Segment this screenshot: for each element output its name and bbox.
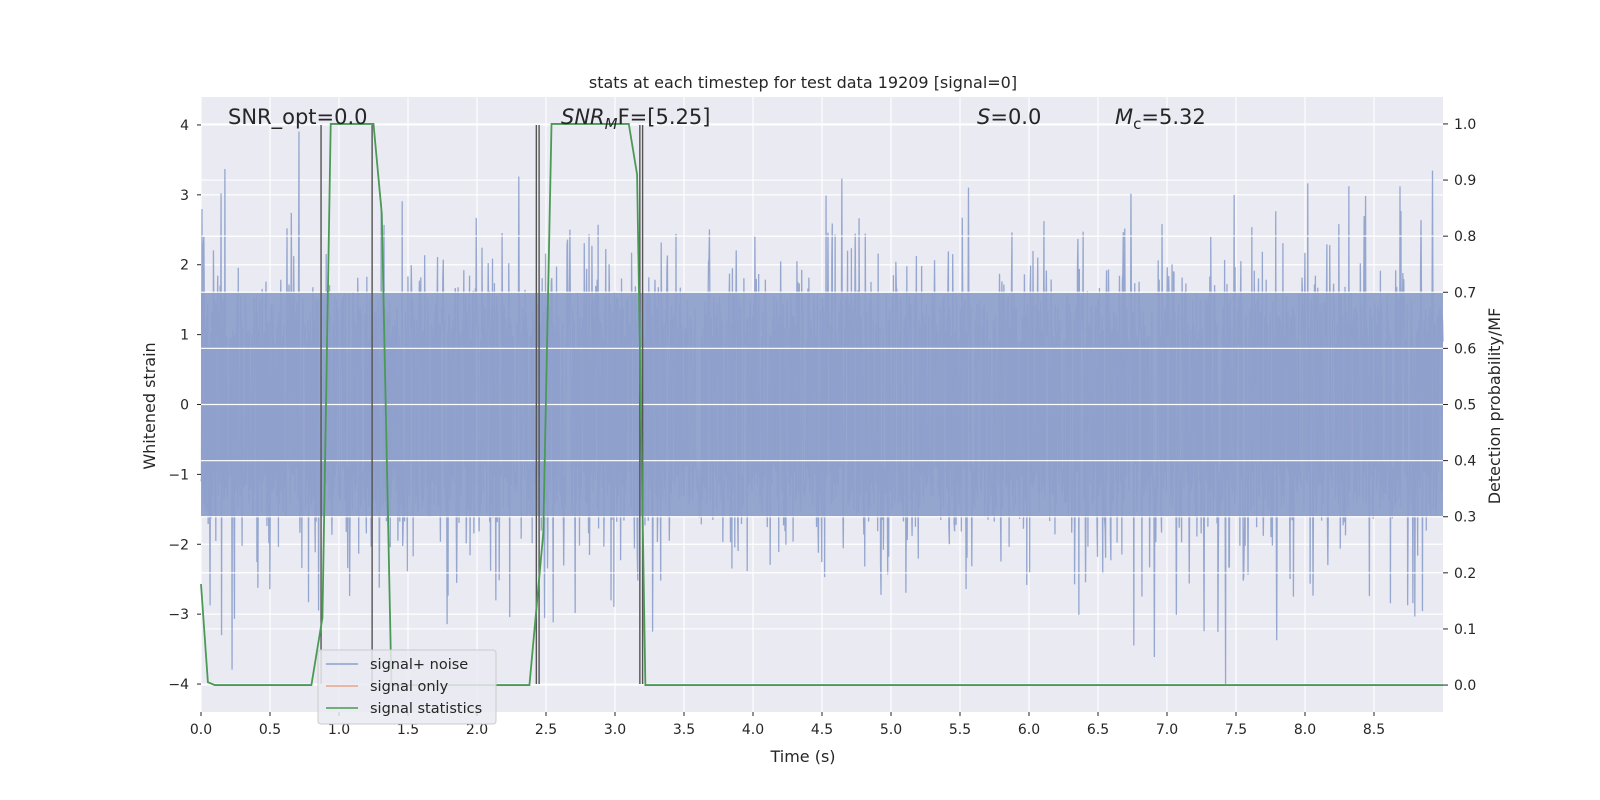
x-tick-label: 5.0 (880, 722, 902, 738)
x-tick-label: 3.0 (604, 722, 626, 738)
x-axis-label: Time (s) (769, 747, 835, 766)
x-tick-label: 6.0 (1018, 722, 1040, 738)
y2-tick-label: 0.9 (1454, 173, 1476, 189)
x-tick-label: 2.5 (535, 722, 557, 738)
y2-tick-label: 0.7 (1454, 285, 1476, 301)
y-tick-label: 0 (180, 398, 189, 414)
legend-box (317, 649, 497, 725)
x-tick-label: 7.0 (1156, 722, 1178, 738)
legend: signal+ noise signal only signal statist… (317, 649, 497, 725)
x-tick-label: 4.0 (742, 722, 764, 738)
annotation-s-rest: =0.0 (990, 105, 1041, 129)
y-axis-label: Whitened strain (140, 342, 159, 469)
annotation-snr-mf-sub: M (605, 115, 618, 133)
legend-label-signal-noise: signal+ noise (370, 657, 468, 673)
y-tick-label: 4 (180, 118, 189, 134)
vertical-markers (320, 124, 644, 685)
x-tick-label: 0.0 (190, 722, 212, 738)
annotation-mc-rest: =5.32 (1141, 105, 1205, 129)
x-tick-label: 0.5 (259, 722, 281, 738)
y2-axis-ticks: 0.0 0.1 0.2 0.3 0.4 0.5 0.6 0.7 0.8 0.9 1.0 (1443, 117, 1476, 694)
legend-label-signal-statistics: signal statistics (370, 701, 482, 717)
annotation-snr-mf-main: SNR (561, 105, 605, 129)
y-tick-label: 1 (180, 328, 189, 344)
x-tick-label: 8.5 (1363, 722, 1385, 738)
annotation-snr-mf: SNRMF=[5.25] (561, 105, 710, 133)
y-tick-label: −2 (168, 537, 189, 553)
series-signal-noise (200, 131, 1444, 685)
y2-tick-label: 0.6 (1454, 341, 1476, 357)
annotation-s-italic: S (977, 105, 990, 129)
x-tick-label: 2.0 (466, 722, 488, 738)
y2-tick-label: 0.5 (1454, 398, 1476, 414)
annotation-mc-italic: M (1115, 105, 1133, 129)
y-tick-label: −3 (168, 607, 189, 623)
y-tick-label: −4 (168, 677, 189, 693)
x-tick-label: 3.5 (673, 722, 695, 738)
x-tick-label: 5.5 (949, 722, 971, 738)
annotation-mc: Mc=5.32 (1115, 105, 1206, 133)
y2-tick-label: 0.8 (1454, 229, 1476, 245)
y2-axis-label: Detection probability/MF (1485, 308, 1504, 505)
annotation-snr-opt: SNR_opt=0.0 (228, 105, 368, 130)
annotation-s: S=0.0 (977, 105, 1041, 129)
y-tick-label: 2 (180, 258, 189, 274)
y-tick-label: −1 (168, 467, 189, 483)
x-tick-label: 1.0 (328, 722, 350, 738)
y2-tick-label: 1.0 (1454, 117, 1476, 133)
y2-tick-label: 0.1 (1454, 622, 1476, 638)
annotation-snr-mf-rest: F=[5.25] (618, 105, 711, 129)
y2-tick-label: 0.3 (1454, 510, 1476, 526)
x-tick-label: 8.0 (1294, 722, 1316, 738)
legend-label-signal-only: signal only (370, 679, 449, 695)
y2-tick-label: 0.0 (1454, 678, 1476, 694)
x-tick-label: 7.5 (1225, 722, 1247, 738)
x-tick-label: 1.5 (397, 722, 419, 738)
y2-tick-label: 0.2 (1454, 566, 1476, 582)
y-axis-ticks: −4 −3 −2 −1 0 1 2 3 4 (168, 118, 201, 693)
annotation-mc-sub: c (1133, 115, 1141, 133)
x-tick-label: 4.5 (811, 722, 833, 738)
x-axis-ticks: 0.0 0.5 1.0 1.5 2.0 2.5 3.0 3.5 4.0 4.5 5.0 5.5 6.0 6… (190, 712, 1385, 738)
y-tick-label: 3 (180, 188, 189, 204)
y2-tick-label: 0.4 (1454, 454, 1476, 470)
x-tick-label: 6.5 (1087, 722, 1109, 738)
chart-title: stats at each timestep for test data 192… (589, 73, 1017, 92)
